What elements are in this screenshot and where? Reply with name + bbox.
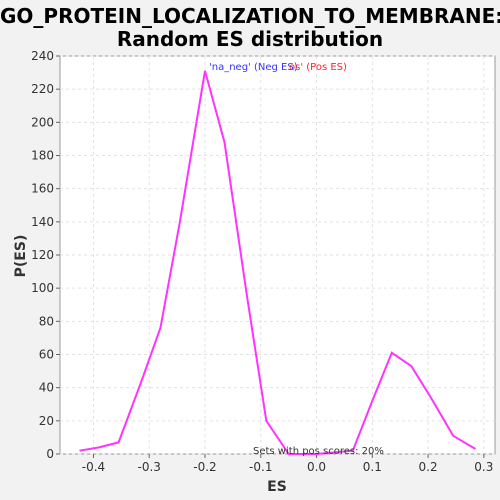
- y-tick-label: 60: [39, 348, 54, 362]
- x-tick-label: -0.2: [193, 460, 216, 474]
- y-tick-label: 220: [31, 82, 54, 96]
- x-axis-label: ES: [267, 479, 287, 495]
- legend-pos-label: os' (Pos ES): [289, 62, 347, 73]
- chart-subtitle: Random ES distribution: [116, 27, 384, 51]
- x-tick-label: -0.3: [138, 460, 161, 474]
- y-tick-label: 240: [31, 49, 54, 63]
- pos-scores-annotation: Sets with pos scores: 20%: [253, 446, 384, 457]
- legend-neg-label: 'na_neg' (Neg ES): [209, 62, 298, 73]
- y-tick-label: 160: [31, 182, 54, 196]
- y-tick-label: 140: [31, 215, 54, 229]
- y-tick-label: 20: [39, 414, 54, 428]
- y-tick-label: 100: [31, 281, 54, 295]
- series-line: [79, 70, 477, 455]
- y-axis-ticks: 0 20 40 60 80 100 120 140 160 180 200 220 240: [31, 49, 60, 461]
- y-tick-label: 120: [31, 248, 54, 262]
- y-tick-label: 0: [46, 447, 54, 461]
- x-tick-label: 0.0: [307, 460, 326, 474]
- y-tick-label: 80: [39, 314, 54, 328]
- x-tick-label: 0.2: [419, 460, 438, 474]
- x-tick-label: 0.1: [363, 460, 382, 474]
- y-tick-label: 200: [31, 115, 54, 129]
- y-tick-label: 180: [31, 149, 54, 163]
- chart-title: GO_PROTEIN_LOCALIZATION_TO_MEMBRANE:: [0, 4, 500, 28]
- grid-lines: [60, 55, 495, 455]
- x-tick-label: -0.4: [82, 460, 105, 474]
- x-tick-label: -0.1: [249, 460, 272, 474]
- y-tick-label: 40: [39, 381, 54, 395]
- x-axis-ticks: -0.4 -0.3 -0.2 -0.1 0.0 0.1 0.2 0.3: [82, 454, 493, 474]
- y-axis-label: P(ES): [13, 235, 29, 278]
- x-tick-label: 0.3: [474, 460, 493, 474]
